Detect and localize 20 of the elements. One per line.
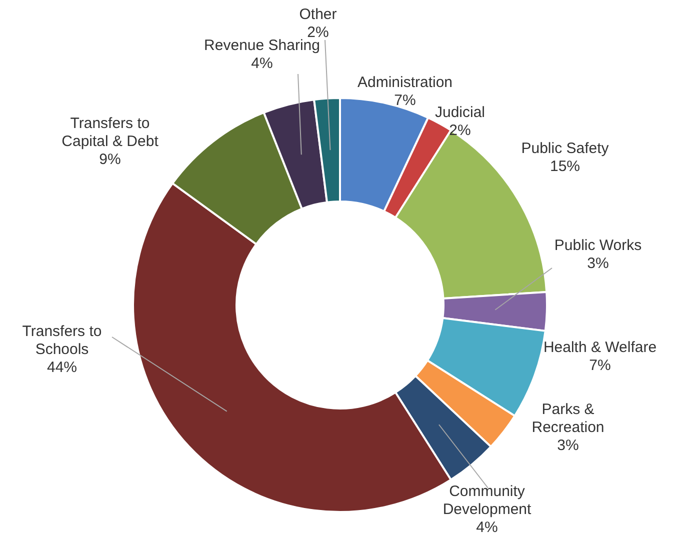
data-label: 2% — [449, 122, 471, 140]
slice-label: Health & Welfare — [543, 339, 657, 356]
slice-label: Community Development — [442, 483, 532, 518]
slice-label: Public Works — [554, 237, 642, 254]
data-label: 44% — [46, 359, 78, 376]
slice-label: Judicial — [434, 104, 486, 122]
data-label: 4% — [251, 55, 273, 72]
slice-label: Public Safety — [521, 140, 610, 158]
slice-label: Transfers to Schools — [22, 323, 102, 358]
slice-label: Transfers to Capital & Debt — [62, 115, 160, 150]
slice-label: Administration — [357, 74, 453, 92]
data-label: 9% — [99, 151, 121, 168]
data-label: 7% — [589, 357, 611, 374]
slice-label: Other — [299, 6, 337, 24]
data-label: 4% — [476, 519, 498, 536]
data-label: 3% — [557, 437, 579, 454]
data-label: 15% — [550, 158, 580, 176]
data-label: 7% — [394, 92, 416, 110]
data-label: 3% — [587, 255, 609, 272]
slice-label: Parks & Recreation — [532, 401, 604, 436]
